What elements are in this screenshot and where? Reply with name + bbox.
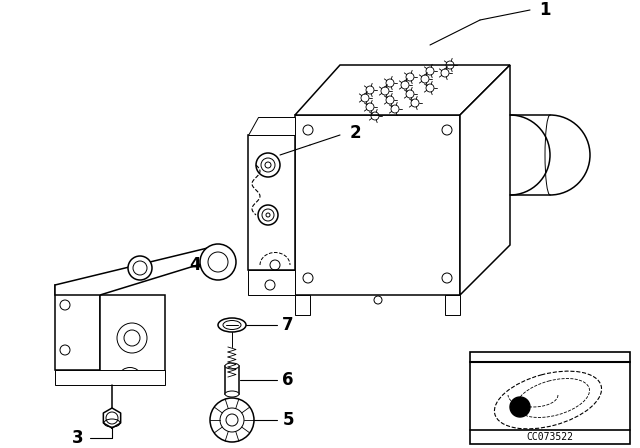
Text: 4: 4 <box>189 256 201 274</box>
Polygon shape <box>295 115 460 295</box>
Circle shape <box>256 153 280 177</box>
Text: 6: 6 <box>282 371 294 389</box>
Polygon shape <box>295 295 310 315</box>
Text: 7: 7 <box>282 316 294 334</box>
Circle shape <box>128 256 152 280</box>
Text: 3: 3 <box>72 429 84 447</box>
Ellipse shape <box>225 391 239 397</box>
Polygon shape <box>248 117 295 135</box>
Circle shape <box>510 397 530 417</box>
Polygon shape <box>470 352 630 444</box>
Polygon shape <box>55 370 165 385</box>
Bar <box>225 366 239 394</box>
Polygon shape <box>445 295 460 315</box>
Polygon shape <box>55 245 230 295</box>
Text: CC073522: CC073522 <box>527 432 573 442</box>
Ellipse shape <box>225 363 239 369</box>
Text: 1: 1 <box>540 1 551 19</box>
Polygon shape <box>295 65 510 115</box>
Circle shape <box>258 205 278 225</box>
Polygon shape <box>55 285 100 370</box>
Circle shape <box>200 244 236 280</box>
Circle shape <box>210 398 254 442</box>
Polygon shape <box>460 65 510 295</box>
Ellipse shape <box>218 318 246 332</box>
Polygon shape <box>100 295 165 375</box>
Text: 5: 5 <box>282 411 294 429</box>
Polygon shape <box>248 270 295 295</box>
Text: 2: 2 <box>349 124 361 142</box>
Polygon shape <box>248 135 295 270</box>
